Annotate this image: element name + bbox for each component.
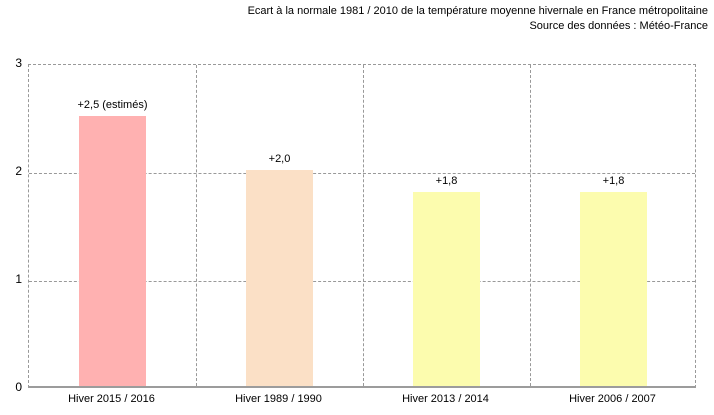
chart-subtitle: Source des données : Météo-France [529,20,708,32]
bar-value-label: +1,8 [435,175,458,187]
bar-hiver-1989-1990 [246,170,313,386]
y-tick-label: 2 [15,164,22,178]
y-tick-label: 3 [15,56,22,70]
bar-value-label: +1,8 [602,175,625,187]
x-category-label: Hiver 2015 / 2016 [68,393,155,405]
bar-value-label: +2,5 (estimés) [77,99,148,111]
x-category-label: Hiver 1989 / 1990 [235,393,322,405]
chart-header: Ecart à la normale 1981 / 2010 de la tem… [248,4,708,34]
y-tick-label: 1 [15,272,22,286]
gridline-x-separator [196,65,197,386]
bar-value-label: +2,0 [268,153,291,165]
gridline-x-separator [530,65,531,386]
gridline-y-2 [29,173,695,174]
plot-area: +2,5 (estimés) +2,0 +1,8 +1,8 [28,64,696,388]
gridline-y-1 [29,281,695,282]
bar-hiver-2015-2016 [79,116,146,386]
bar-hiver-2013-2014 [413,192,480,386]
gridline-x-separator [363,65,364,386]
x-category-label: Hiver 2013 / 2014 [402,393,489,405]
bar-hiver-2006-2007 [580,192,647,386]
chart-title: Ecart à la normale 1981 / 2010 de la tem… [247,5,708,17]
x-category-label: Hiver 2006 / 2007 [569,393,656,405]
y-tick-label: 0 [15,380,22,394]
